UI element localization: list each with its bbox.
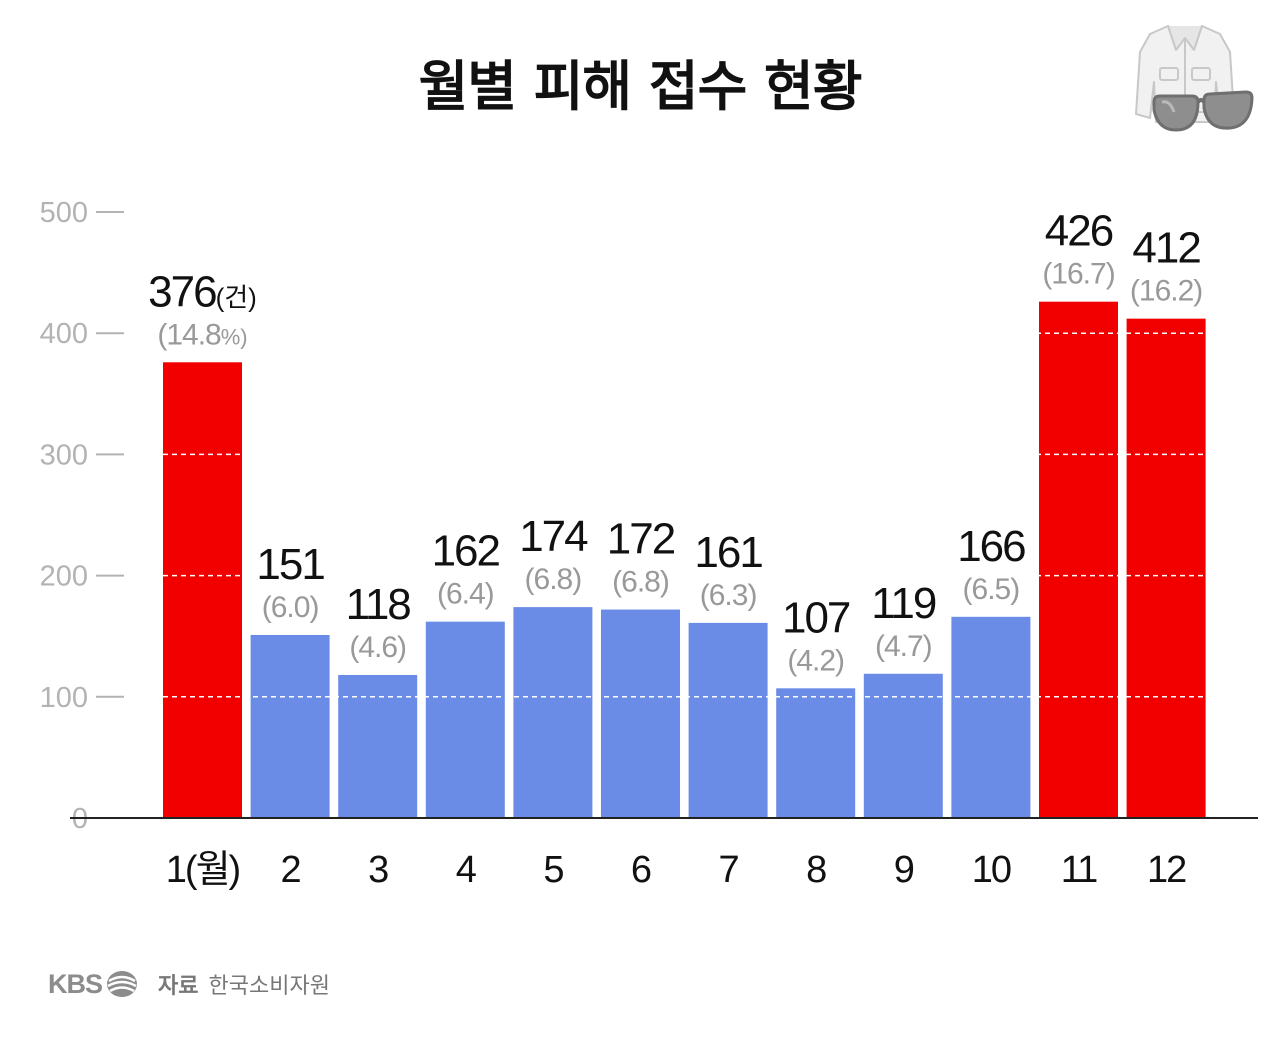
value-label-number: 376 (148, 267, 216, 316)
source-name: 한국소비자원 (208, 974, 330, 999)
bar (338, 674, 418, 818)
percent-label-number: (4.6) (349, 631, 406, 664)
bar (250, 634, 330, 818)
value-label-number: 174 (519, 512, 588, 561)
sunglasses-icon (1152, 90, 1254, 132)
percent-label-number: (6.0) (262, 591, 319, 624)
bar (776, 688, 856, 818)
percent-label-number: (4.2) (787, 644, 844, 677)
category-label: 11 (1061, 849, 1097, 891)
category-label: 3 (368, 849, 388, 891)
percent-unit-label: %) (221, 324, 248, 349)
value-label: 162 (432, 527, 500, 576)
value-label-number: 107 (782, 593, 850, 642)
value-label-number: 119 (871, 579, 936, 628)
kbs-logo: KBS (48, 969, 138, 1000)
percent-label-number: (6.5) (963, 573, 1020, 606)
value-label-number: 162 (432, 527, 500, 576)
percent-label: (4.7) (875, 630, 932, 663)
percent-label-number: (4.7) (875, 630, 932, 663)
gridlines (163, 211, 1206, 698)
percent-label: (6.8) (525, 563, 582, 596)
value-label: 166 (957, 522, 1025, 571)
value-label: 412 (1132, 224, 1200, 273)
chart-title: 월별 피해 접수 현황 (418, 55, 863, 118)
jacket-sunglasses-icon (1135, 25, 1254, 132)
category-label: 7 (719, 849, 739, 891)
category-label: 5 (543, 849, 563, 891)
percent-label: (6.5) (963, 573, 1020, 606)
category-label: 9 (894, 849, 914, 891)
y-tick-label: 100 (40, 682, 88, 714)
value-label-number: 166 (957, 522, 1025, 571)
value-label: 151 (256, 540, 324, 589)
bar (163, 362, 242, 818)
percent-label-number: (6.3) (700, 579, 757, 612)
value-label-number: 118 (346, 580, 411, 629)
category-label: 2 (281, 849, 301, 891)
value-label: 172 (607, 515, 675, 564)
percent-label-number: (6.4) (437, 578, 494, 611)
value-label: 118 (346, 580, 411, 629)
value-label: 376(건) (148, 267, 257, 316)
category-label: 12 (1147, 849, 1186, 891)
percent-label-number: (16.7) (1042, 258, 1114, 291)
bar (425, 621, 505, 818)
bars (163, 301, 1206, 818)
bar (863, 673, 943, 818)
y-tick-label: 200 (40, 561, 88, 593)
value-unit-label: (건) (216, 282, 257, 312)
percent-label-number: (14.8 (157, 318, 221, 351)
y-tick-label: 500 (40, 197, 88, 229)
kbs-logo-text: KBS (48, 968, 103, 999)
category-label: 10 (972, 849, 1011, 891)
percent-label: (16.2) (1130, 275, 1202, 308)
category-label: 6 (631, 849, 651, 891)
value-label: 119 (871, 579, 936, 628)
bar (513, 607, 593, 818)
value-label: 107 (782, 593, 850, 642)
y-tick-label: 300 (40, 439, 88, 471)
percent-label: (4.6) (349, 631, 406, 664)
value-label-number: 151 (256, 540, 324, 589)
value-label-number: 172 (607, 515, 675, 564)
y-tick-label: 400 (40, 318, 88, 350)
value-label: 174 (519, 512, 588, 561)
percent-label-number: (6.8) (612, 566, 669, 599)
footer: KBS 자료 한국소비자원 (48, 966, 330, 1002)
percent-label-number: (16.2) (1130, 275, 1202, 308)
percent-label: (14.8%) (157, 318, 247, 351)
x-axis-categories: 1(월) 2 3 4 5 6 7 8 9 10 11 12 (166, 849, 1188, 891)
category-label: 4 (456, 849, 477, 891)
bar (1039, 301, 1118, 818)
percent-label: (6.8) (612, 566, 669, 599)
bar (951, 616, 1031, 818)
category-label: 8 (806, 849, 826, 891)
percent-label-number: (6.8) (525, 563, 582, 596)
percent-label: (6.0) (262, 591, 319, 624)
data-labels: 376(건)(14.8%)151(6.0) 118(4.6)162(6.4)174… (148, 207, 1203, 678)
bar (1126, 318, 1206, 818)
percent-label: (4.2) (787, 644, 844, 677)
bar (688, 622, 768, 818)
value-label-number: 426 (1045, 207, 1113, 256)
value-label: 161 (694, 528, 762, 577)
kbs-emblem-icon (107, 971, 138, 997)
bar (601, 609, 680, 818)
percent-label: (6.3) (700, 579, 757, 612)
percent-label: (6.4) (437, 578, 494, 611)
value-label: 426 (1045, 207, 1113, 256)
source-label: 자료 (158, 974, 199, 999)
value-label-number: 412 (1132, 224, 1200, 273)
percent-label: (16.7) (1042, 258, 1114, 291)
category-label: 1(월) (166, 849, 240, 891)
value-label-number: 161 (694, 528, 762, 577)
